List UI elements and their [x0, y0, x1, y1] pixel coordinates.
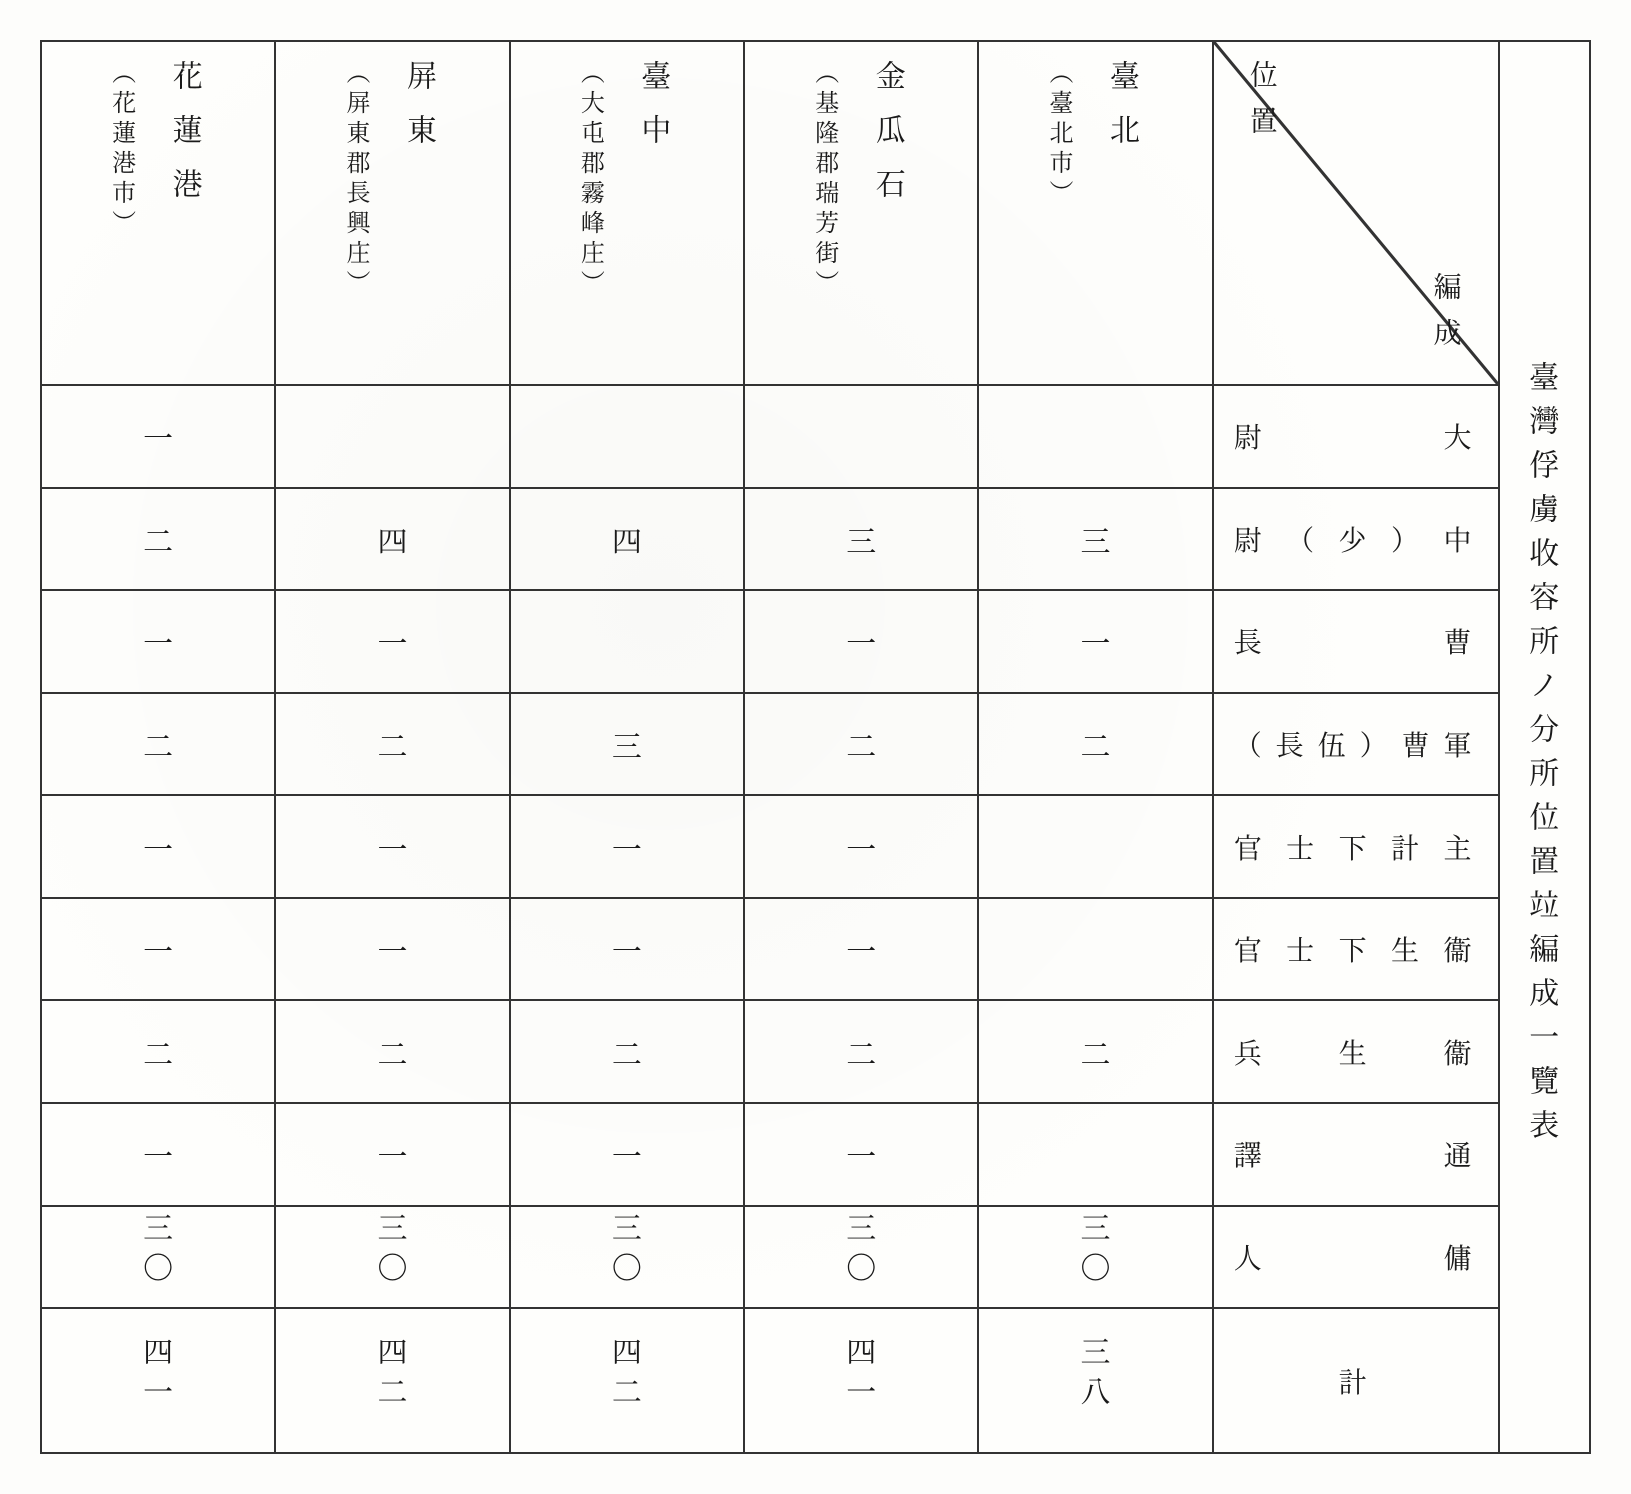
col-header-1: 屏東郡長興庄 屏東	[275, 41, 509, 385]
table-title: 臺灣俘虜收容所ノ分所位置竝編成一覽表	[1499, 41, 1591, 1453]
col-sub: 花蓮港市	[107, 52, 142, 240]
diag-bottom: 編成	[1428, 272, 1468, 364]
col-main: 花蓮港	[166, 52, 210, 222]
col-header-0: 花蓮港市 花蓮港	[41, 41, 275, 385]
col-header-4: 臺北市 臺北	[978, 41, 1212, 385]
col-header-2: 大屯郡霧峰庄 臺中	[510, 41, 744, 385]
diagonal-header: 位置 編成	[1213, 41, 1499, 385]
col-header-3: 基隆郡瑞芳街 金瓜石	[744, 41, 978, 385]
cell: 一	[41, 385, 275, 488]
total-label: 計	[1213, 1308, 1499, 1453]
total-cell: 四一	[41, 1308, 275, 1453]
org-table: 花蓮港市 花蓮港 屏東郡長興庄 屏東 大屯郡霧峰庄 臺中 基隆郡瑞芳街 金瓜石	[40, 40, 1591, 1454]
row-label: 大尉	[1213, 385, 1499, 488]
diag-top: 位置	[1244, 60, 1284, 152]
